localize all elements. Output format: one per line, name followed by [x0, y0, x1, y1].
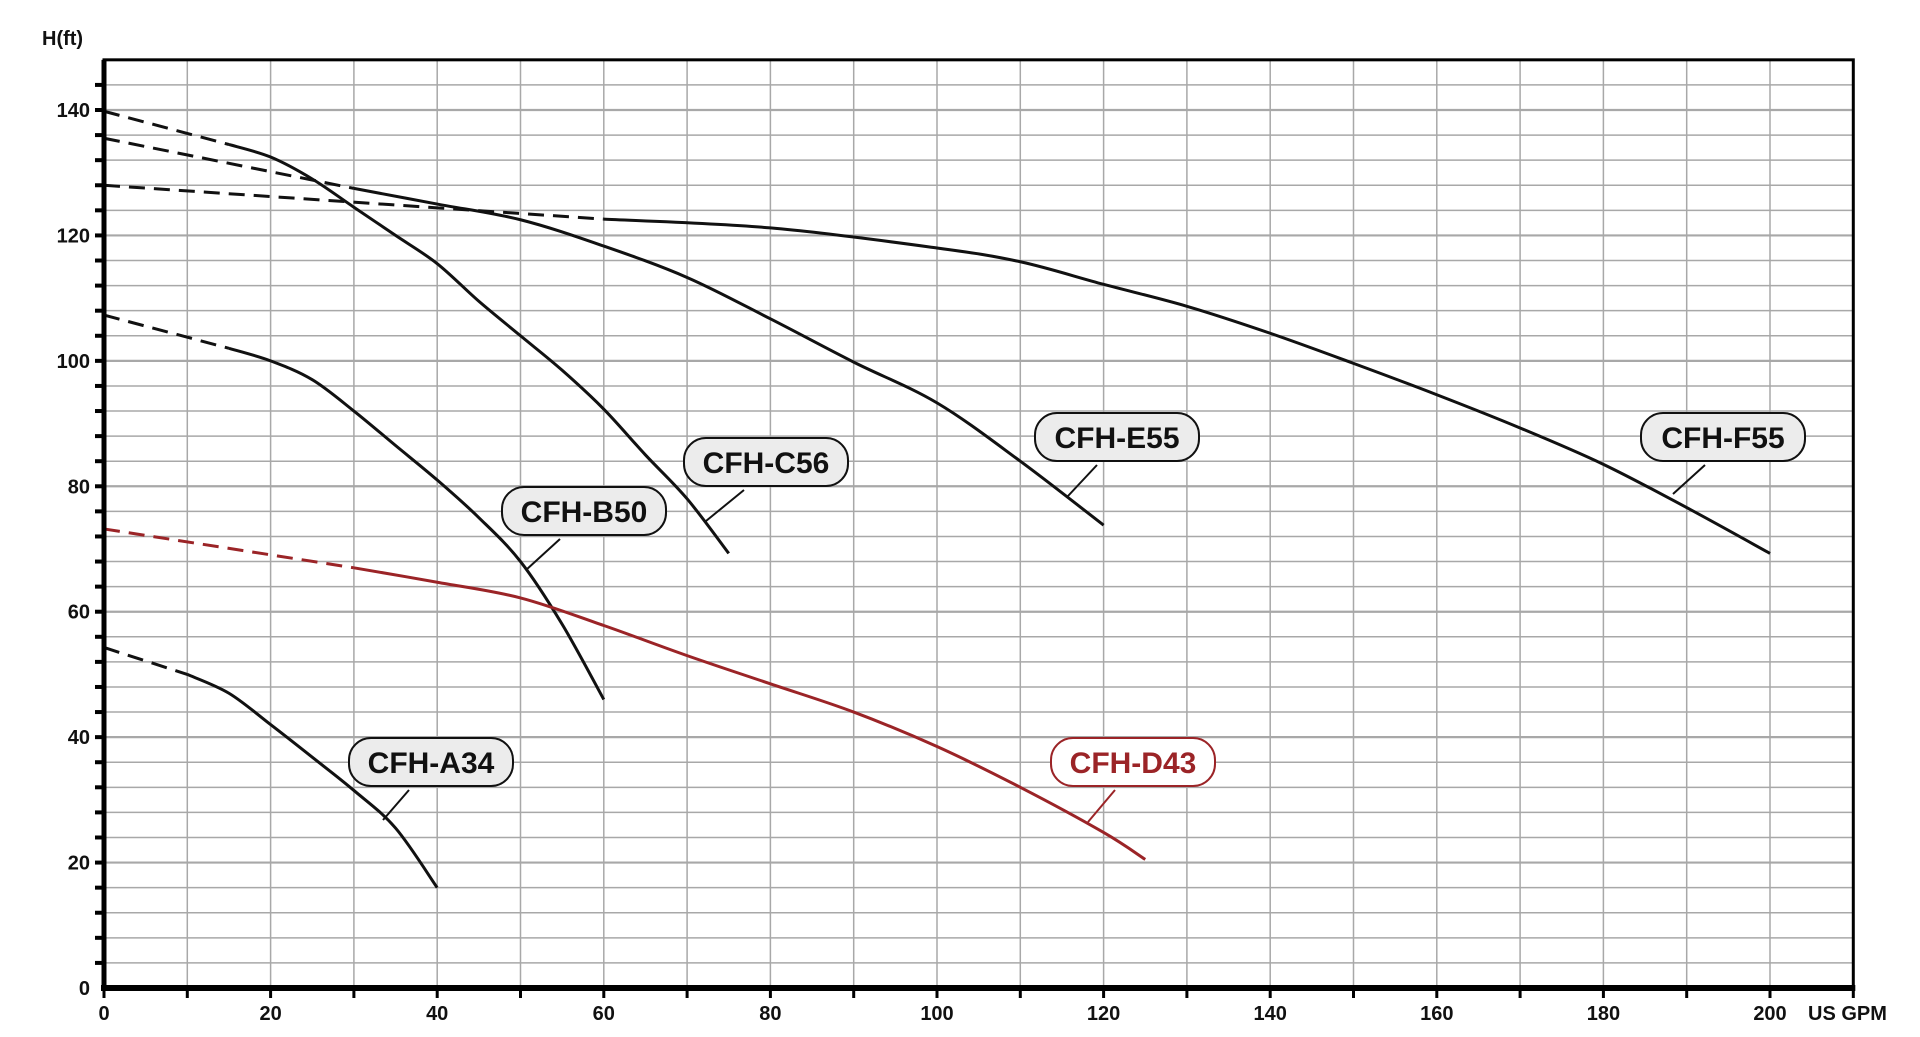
curve-label-cfh-e55: CFH-E55	[1034, 412, 1200, 497]
label-box	[683, 437, 849, 487]
x-tick-label: 100	[920, 1003, 953, 1025]
y-tick-label: 80	[68, 476, 90, 498]
plot-frame	[101, 58, 1856, 991]
y-tick-label: 140	[57, 100, 90, 122]
x-tick-label: 80	[759, 1003, 781, 1025]
y-axis-label: H(ft)	[42, 28, 83, 50]
label-box	[1050, 737, 1216, 787]
label-leader-line	[705, 489, 745, 522]
curve-labels: CFH-A34 CFH-B50 CFH-C56 CFH-D43 CFH-E55 CFH-F…	[348, 412, 1806, 823]
label-text: CFH-E55	[1054, 422, 1179, 455]
curve-cfh-d43-extrapolated	[103, 527, 355, 570]
curve-label-cfh-b50: CFH-B50	[501, 486, 667, 571]
x-tick-label: 160	[1420, 1003, 1453, 1025]
curve-cfh-a34-extrapolated	[103, 646, 188, 676]
y-tick-label: 100	[57, 351, 90, 373]
label-box	[1640, 412, 1806, 462]
ticks: 0 20 40 60 80 100 120 140 0 20 40 60 80 100 120 140 160 1…	[57, 82, 1855, 1025]
label-text: CFH-A34	[368, 747, 495, 780]
curve-cfh-d43	[353, 566, 1147, 861]
label-leader-line	[382, 789, 410, 821]
label-text: CFH-D43	[1070, 747, 1197, 780]
curve-cfh-a34	[186, 673, 439, 889]
plot-border	[102, 58, 1855, 990]
curve-cfh-f55-extrapolated	[103, 183, 604, 221]
curve-cfh-c56-extrapolated	[103, 109, 230, 146]
curve-cfh-b50-extrapolated	[103, 313, 230, 350]
curves	[103, 109, 1771, 889]
y-tick-label: 60	[68, 602, 90, 624]
label-leader-line	[1067, 464, 1098, 497]
label-leader-line	[1672, 464, 1706, 495]
grid	[104, 59, 1854, 988]
label-box	[501, 486, 667, 536]
curve-label-cfh-a34: CFH-A34	[348, 737, 514, 821]
x-tick-label: 140	[1254, 1003, 1287, 1025]
x-tick-label: 120	[1087, 1003, 1120, 1025]
curve-cfh-f55	[603, 217, 1771, 555]
curve-label-cfh-c56: CFH-C56	[683, 437, 849, 522]
label-text: CFH-B50	[521, 496, 648, 529]
x-tick-label: 20	[259, 1003, 281, 1025]
y-tick-label: 0	[79, 978, 90, 1000]
curve-label-cfh-f55: CFH-F55	[1640, 412, 1806, 495]
label-text: CFH-F55	[1661, 422, 1784, 455]
x-axis-label: US GPM	[1808, 1003, 1887, 1025]
x-tick-label: 0	[98, 1003, 109, 1025]
label-box	[1034, 412, 1200, 462]
curve-cfh-e55-extrapolated	[103, 136, 355, 190]
y-tick-label: 120	[57, 225, 90, 247]
label-leader-line	[1087, 789, 1116, 823]
label-text: CFH-C56	[703, 447, 830, 480]
y-tick-label: 20	[68, 853, 90, 875]
x-tick-label: 200	[1753, 1003, 1786, 1025]
x-tick-label: 60	[593, 1003, 615, 1025]
x-tick-label: 40	[426, 1003, 448, 1025]
y-tick-label: 40	[68, 727, 90, 749]
label-box	[348, 737, 514, 787]
curve-label-cfh-d43: CFH-D43	[1050, 737, 1216, 823]
curve-cfh-b50	[228, 346, 606, 701]
x-tick-label: 180	[1587, 1003, 1620, 1025]
label-leader-line	[525, 538, 561, 571]
